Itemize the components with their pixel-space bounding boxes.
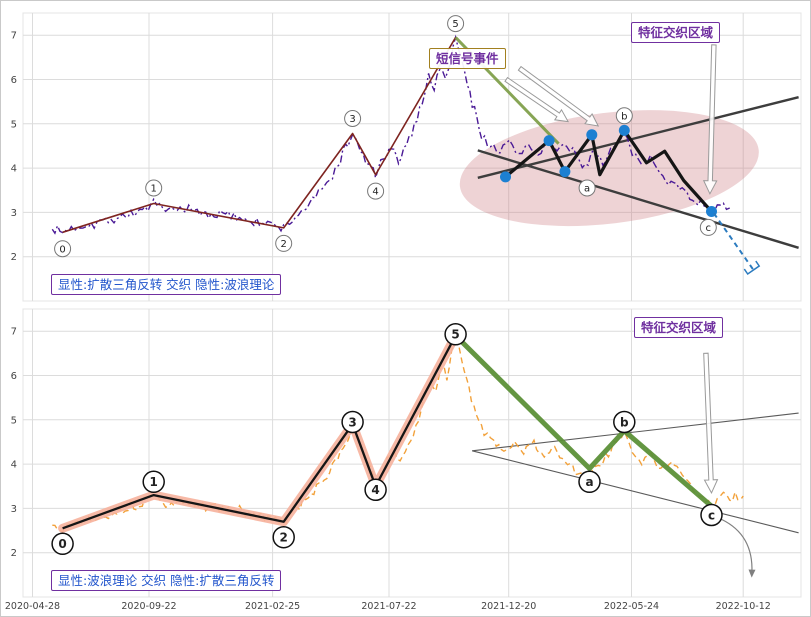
- y-tick-label: 6: [11, 371, 17, 382]
- wave-point-label: 2: [280, 531, 288, 545]
- triangle-boundary-line: [472, 450, 799, 534]
- annotation-arrow: [703, 352, 719, 495]
- y-tick-label: 6: [11, 75, 17, 86]
- annotation-arrow: [504, 76, 570, 123]
- annotation-arrow: [702, 44, 718, 195]
- caption-bottom: 显性:波浪理论 交织 隐性:扩散三角反转: [51, 570, 282, 591]
- wave-point-circle: [275, 234, 293, 252]
- y-tick-label: 7: [11, 327, 17, 338]
- annotation-arrow: [517, 65, 600, 127]
- triangle-boundary-line: [477, 149, 799, 249]
- corrective-wave-line: [453, 333, 714, 509]
- impulse-wave-line: [62, 36, 457, 234]
- pattern-vertex-dot: [543, 135, 555, 147]
- wave-point-label: 0: [59, 244, 65, 255]
- x-tick-label: 2020-09-22: [121, 601, 176, 612]
- wave-point-label: 0: [58, 537, 66, 551]
- y-tick-label: 2: [11, 252, 17, 263]
- projection-dashed-line: [713, 212, 755, 271]
- wave-point-circle: [145, 179, 163, 197]
- wave-point-label: 3: [349, 114, 355, 125]
- y-tick-label: 5: [11, 119, 17, 130]
- projection-end-bracket: [743, 260, 761, 276]
- post-c-arrowhead: [748, 569, 756, 578]
- wave-point-circle: [613, 410, 636, 434]
- feature-region-label-top: 特征交织区域: [631, 22, 721, 43]
- pattern-vertex-dot: [500, 171, 511, 183]
- wave-point-circle: [444, 323, 467, 346]
- pattern-vertex-dot: [559, 166, 571, 178]
- wave-point-circle: [578, 470, 601, 494]
- wave-point-circle: [272, 525, 295, 549]
- wave-point-circle: [615, 107, 633, 125]
- feature-highlight-ellipse: [459, 110, 759, 227]
- wave-point-circle: [51, 532, 74, 556]
- wave-point-label: c: [706, 223, 712, 234]
- x-tick-label: 2021-12-20: [481, 601, 536, 612]
- wave-point-label: 3: [348, 415, 356, 429]
- x-tick-label: 2021-02-25: [245, 601, 300, 612]
- wave-point-label: b: [621, 111, 627, 122]
- y-tick-label: 3: [11, 208, 17, 219]
- panel-border: [22, 12, 802, 302]
- wave-point-circle: [447, 15, 465, 33]
- wave-point-circle: [341, 410, 364, 434]
- wave-point-label: 4: [372, 187, 378, 198]
- wave-point-label: 5: [452, 19, 458, 30]
- impulse-wave-glow: [58, 331, 461, 533]
- wave-point-label: 2: [281, 239, 287, 250]
- signal-event-label: 短信号事件: [429, 48, 506, 69]
- wave-point-circle: [367, 182, 385, 200]
- wave-point-circle: [700, 503, 723, 527]
- feature-region-label-bottom: 特征交织区域: [634, 317, 724, 338]
- wave-point-label: b: [620, 415, 629, 429]
- x-tick-label: 2020-04-28: [5, 601, 60, 612]
- price-series-line: [52, 333, 744, 533]
- wave-point-label: a: [584, 184, 590, 195]
- detected-pattern-line: [504, 128, 713, 213]
- wave-point-label: a: [585, 475, 593, 489]
- wave-point-circle: [142, 470, 165, 494]
- y-tick-label: 2: [11, 548, 17, 559]
- post-c-curved-arrow: [721, 518, 753, 573]
- pattern-vertex-dot: [618, 124, 630, 136]
- y-tick-label: 7: [11, 31, 17, 42]
- x-tick-label: 2022-05-24: [604, 601, 659, 612]
- caption-top: 显性:扩散三角反转 交织 隐性:波浪理论: [51, 274, 282, 295]
- x-tick-label: 2021-07-22: [361, 601, 416, 612]
- wave-point-label: c: [708, 508, 715, 522]
- panel-border: [22, 308, 802, 598]
- wave-point-label: 1: [151, 184, 157, 195]
- wave-point-label: 4: [371, 483, 379, 497]
- y-tick-label: 5: [11, 415, 17, 426]
- impulse-wave-line: [62, 335, 457, 530]
- wave-point-circle: [578, 179, 596, 197]
- y-tick-label: 4: [11, 460, 17, 471]
- y-tick-label: 3: [11, 504, 17, 515]
- triangle-boundary-line: [477, 96, 799, 179]
- wave-point-label: 5: [451, 328, 459, 342]
- wave-point-circle: [344, 110, 362, 127]
- wave-point-circle: [699, 218, 717, 236]
- pattern-vertex-dot: [586, 129, 598, 141]
- wave-point-circle: [54, 240, 72, 258]
- y-tick-label: 4: [11, 164, 17, 175]
- wave-point-label: 1: [150, 475, 158, 489]
- wave-point-circle: [364, 478, 387, 502]
- x-tick-label: 2022-10-12: [716, 601, 771, 612]
- triangle-boundary-line: [472, 412, 799, 452]
- price-series-line: [51, 34, 730, 235]
